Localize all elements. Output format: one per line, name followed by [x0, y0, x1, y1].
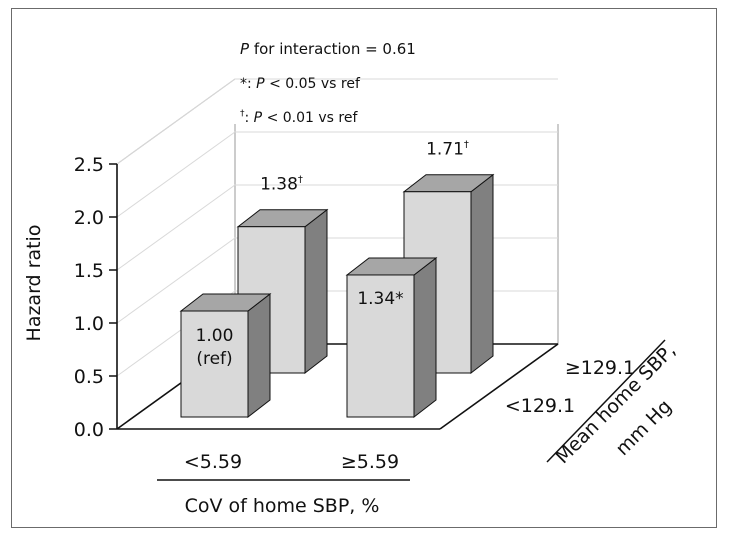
annotation-note-2: †: P < 0.01 vs ref — [240, 109, 358, 126]
y-tick-label: 0.5 — [74, 366, 104, 388]
y-tick-label: 1.0 — [74, 313, 104, 335]
floor-right-edge — [439, 343, 559, 430]
depth-category-label: ≥129.1 — [565, 357, 635, 379]
bar-data-label-sub: (ref) — [196, 349, 232, 369]
bar-side — [470, 173, 494, 375]
x-category-label: ≥5.59 — [341, 451, 399, 473]
y-tick-label: 0.0 — [74, 419, 104, 441]
annotation-interaction: P for interaction = 0.61 — [240, 40, 416, 58]
chart-frame — [11, 8, 717, 528]
bar-side — [304, 208, 328, 375]
x-category-label: <5.59 — [184, 451, 242, 473]
bar-data-label: 1.71† — [426, 140, 469, 160]
bar-side — [413, 256, 437, 419]
gridline — [116, 78, 558, 165]
bar-data-label: 1.38† — [260, 175, 303, 195]
bars — [179, 173, 495, 419]
y-tick-label: 2.0 — [74, 207, 104, 229]
bar-front — [180, 310, 249, 418]
bar-side — [247, 292, 271, 419]
x-axis-label: CoV of home SBP, % — [185, 495, 380, 517]
bar-front — [346, 274, 415, 418]
gridline — [116, 131, 558, 218]
y-axis-label: Hazard ratio — [23, 225, 45, 342]
bar-data-label: 1.34* — [357, 289, 403, 309]
y-tick-label: 1.5 — [74, 260, 104, 282]
bar-data-label: 1.00 — [196, 326, 234, 346]
labels: 0.0 0.5 1.0 1.5 2.0 2.5 <5.59 ≥5.59 <129.1 ≥129.1… — [74, 140, 635, 473]
annotation-note-1: *: P < 0.05 vs ref — [240, 76, 361, 92]
depth-category-label: <129.1 — [505, 395, 575, 417]
depth-axis-label-rule — [546, 339, 666, 463]
y-tick-label: 2.5 — [74, 154, 104, 176]
